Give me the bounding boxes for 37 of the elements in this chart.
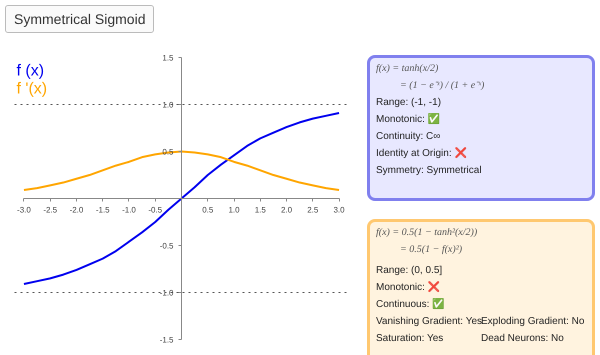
x-tick-label: -2.5 xyxy=(43,206,58,214)
text: Identity at Origin: ❌ xyxy=(376,148,468,159)
text: Monotonic: ❌ xyxy=(376,282,441,293)
y-tick-label: -0.5 xyxy=(160,241,174,250)
chart-title: Symmetrical Sigmoid xyxy=(5,5,154,33)
x-tick-label: 1.0 xyxy=(228,206,240,214)
text: f(x) = tanh(x/2) xyxy=(376,63,440,74)
x-tick-label: -1.0 xyxy=(122,206,136,214)
text: Continuous: ✅ xyxy=(376,299,446,310)
text: Vanishing Gradient: Yes xyxy=(376,316,482,327)
text: Dead Neurons: No xyxy=(481,333,565,344)
text: Monotonic: ✅ xyxy=(376,114,441,125)
text: Saturation: Yes xyxy=(376,333,444,344)
line-series xyxy=(22,150,340,192)
x-tick-label: -3.0 xyxy=(17,206,32,214)
y-tick-label: 1.5 xyxy=(162,54,174,63)
x-tick-label: 0.5 xyxy=(202,206,214,214)
y-tick-label: -1.0 xyxy=(160,288,174,298)
text: f(x) = 0.5(1 − tanh²(x/2)) xyxy=(376,227,478,238)
x-tick-label: -1.5 xyxy=(96,206,110,214)
y-tick-label: -1.5 xyxy=(160,335,174,344)
text: f '(x) xyxy=(16,80,48,98)
text: Exploding Gradient: No xyxy=(481,316,586,327)
x-tick-label: 2.0 xyxy=(280,206,293,214)
y-tick-label: 1.0 xyxy=(162,100,174,110)
text: Range: (0, 0.5] xyxy=(376,265,444,276)
x-tick-label: -2.0 xyxy=(70,206,84,214)
text: Continuity: C∞ xyxy=(376,131,442,142)
text: Range: (-1, -1) xyxy=(376,97,442,108)
x-tick-label: 1.5 xyxy=(254,206,266,214)
x-tick-label: -0.5 xyxy=(148,206,163,214)
text: = (1 − e⁻ˣ) / (1 + e⁻ˣ) xyxy=(399,80,486,91)
x-tick-label: 3.0 xyxy=(333,206,346,214)
text: f (x) xyxy=(16,62,44,80)
text: Symmetry: Symmetrical xyxy=(376,165,483,176)
x-tick-label: 2.5 xyxy=(307,206,319,214)
text: = 0.5(1 − f(x)²) xyxy=(399,244,464,255)
